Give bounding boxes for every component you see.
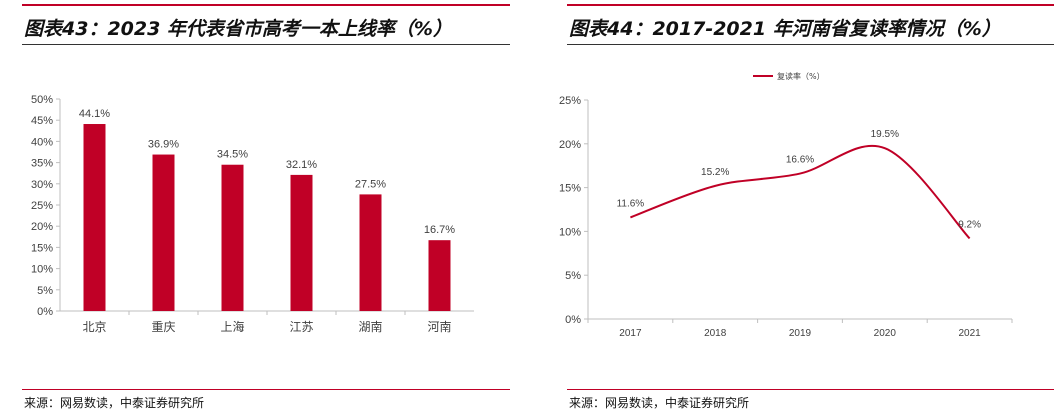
left-chart-panel: 图表43：2023 年代表省市高考一本上线率（%） 0% 5% 10% 15% 20% 2… — [0, 0, 510, 418]
x-tick-label: 江苏 — [289, 320, 313, 334]
x-tick-label: 2019 — [789, 328, 812, 339]
left-chart-title: 图表43：2023 年代表省市高考一本上线率（%） — [24, 18, 452, 40]
bar — [290, 174, 313, 311]
source-rule — [22, 389, 510, 390]
x-tick-label: 2017 — [619, 328, 642, 339]
x-tick-label: 2018 — [704, 328, 727, 339]
x-tick-label: 2020 — [874, 328, 897, 339]
bar-data-label: 32.1% — [286, 159, 317, 171]
y-tick-label: 5% — [565, 270, 581, 282]
y-tick-label: 15% — [31, 242, 53, 254]
y-tick-label: 5% — [37, 285, 53, 297]
bar — [152, 154, 175, 311]
bar-data-label: 16.7% — [424, 224, 455, 236]
y-tick-label: 10% — [31, 264, 53, 276]
y-tick-label: 25% — [559, 95, 581, 107]
x-tick-label: 湖南 — [358, 319, 382, 334]
title-underline — [567, 44, 1054, 45]
right-chart-title: 图表44：2017-2021 年河南省复读率情况（%） — [569, 18, 1001, 40]
bar — [83, 124, 106, 312]
y-tick-label: 50% — [31, 94, 53, 106]
y-tick-label: 30% — [31, 179, 53, 191]
y-tick-label: 0% — [37, 306, 53, 318]
point-data-label: 16.6% — [786, 155, 814, 166]
bar — [359, 194, 382, 311]
y-tick-label: 25% — [31, 200, 53, 212]
y-tick-label: 10% — [559, 226, 581, 238]
title-top-rule — [567, 4, 1054, 6]
right-chart-panel: 图表44：2017-2021 年河南省复读率情况（%） 0% 5% 10% 15% 20… — [545, 0, 1054, 418]
y-tick-label: 15% — [559, 183, 581, 195]
bar-chart: 0% 5% 10% 15% 20% 25% 30% 35% 40% 45% 50% 44.1% 北京 36… — [31, 94, 474, 334]
y-tick-label: 40% — [31, 136, 53, 148]
x-tick-label: 河南 — [427, 319, 451, 334]
y-tick-label: 0% — [565, 314, 581, 326]
title-top-rule — [22, 4, 510, 6]
y-tick-label: 45% — [31, 115, 53, 127]
x-tick-label: 2021 — [958, 328, 981, 339]
bar-data-label: 27.5% — [355, 178, 386, 190]
bar — [221, 164, 244, 311]
point-data-label: 19.5% — [871, 129, 899, 140]
right-source: 来源：网易数读，中泰证券研究所 — [569, 396, 750, 410]
bar — [428, 240, 451, 311]
line-chart: 0% 5% 10% 15% 20% 25% 2017 2018 2019 2020 2021 11.6… — [559, 71, 1013, 339]
left-source: 来源：网易数读，中泰证券研究所 — [24, 396, 205, 410]
bar-data-label: 34.5% — [217, 149, 248, 161]
point-data-label: 9.2% — [958, 219, 981, 230]
legend-label: 复读率（%） — [777, 71, 825, 81]
title-underline — [22, 44, 510, 45]
y-tick-label: 20% — [559, 139, 581, 151]
y-tick-label: 20% — [31, 221, 53, 233]
x-tick-label: 重庆 — [151, 320, 175, 334]
series-line — [630, 144, 971, 240]
source-rule — [567, 389, 1054, 390]
y-tick-label: 35% — [31, 158, 53, 170]
bar-data-label: 36.9% — [148, 139, 179, 151]
x-tick-label: 上海 — [220, 319, 244, 334]
point-data-label: 11.6% — [617, 198, 645, 209]
point-data-label: 15.2% — [701, 167, 729, 178]
x-tick-label: 北京 — [82, 320, 106, 334]
bar-data-label: 44.1% — [79, 108, 110, 120]
